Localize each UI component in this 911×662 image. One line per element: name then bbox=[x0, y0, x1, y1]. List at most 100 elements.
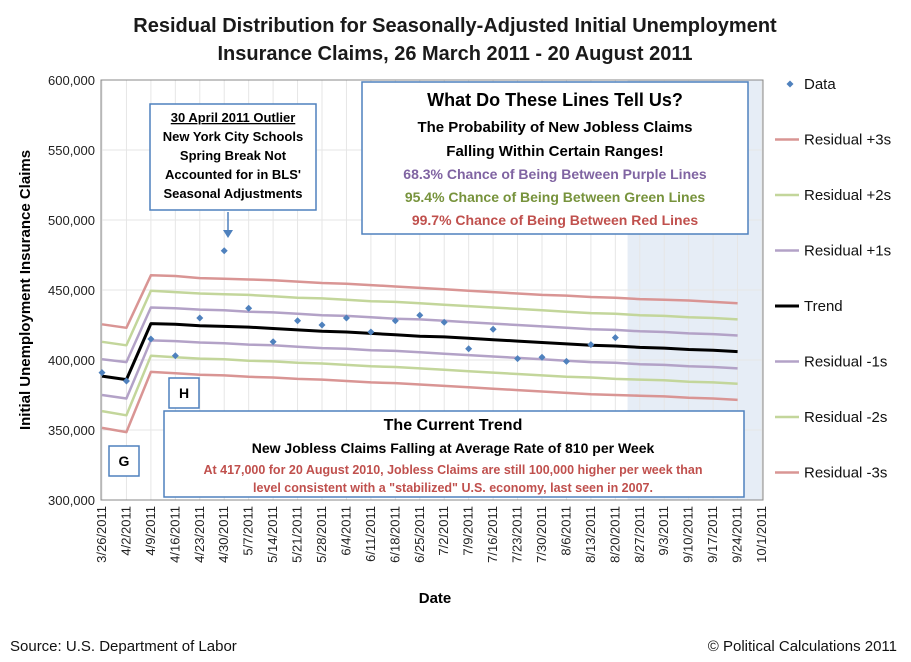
data-point bbox=[171, 352, 179, 360]
x-tick-label: 6/11/2011 bbox=[363, 506, 378, 562]
data-point bbox=[416, 311, 424, 319]
x-tick-label: 4/16/2011 bbox=[167, 506, 182, 563]
x-tick-label: 8/20/2011 bbox=[607, 506, 622, 563]
x-tick-label: 9/10/2011 bbox=[681, 506, 696, 563]
legend-label: Residual -2s bbox=[804, 409, 887, 426]
outlier-annotation: 30 April 2011 Outlier New York City Scho… bbox=[149, 103, 317, 238]
series-line-residual-2s bbox=[101, 354, 738, 417]
legend-data-marker bbox=[786, 80, 794, 88]
marker-h-box bbox=[168, 377, 200, 409]
data-points bbox=[98, 247, 619, 385]
source-note: Source: U.S. Department of Labor bbox=[10, 638, 237, 655]
trend-box-frame bbox=[163, 410, 745, 498]
x-tick-label: 3/26/2011 bbox=[94, 506, 109, 563]
x-tick-label: 4/9/2011 bbox=[143, 506, 158, 556]
marker-g-label: G bbox=[119, 453, 130, 469]
trend-box-note1: At 417,000 for 20 August 2010, Jobless C… bbox=[203, 463, 702, 477]
x-tick-label: 8/13/2011 bbox=[583, 506, 598, 563]
lines-box-red: 99.7% Chance of Being Between Red Lines bbox=[412, 212, 699, 228]
data-point bbox=[245, 304, 253, 312]
data-point bbox=[196, 314, 204, 322]
data-point bbox=[269, 338, 277, 346]
x-tick-label: 5/14/2011 bbox=[265, 506, 280, 563]
y-tick-label: 350,000 bbox=[48, 423, 95, 438]
marker-h-label: H bbox=[179, 385, 189, 401]
data-point bbox=[587, 341, 595, 349]
x-axis-ticks: 3/26/2011 4/2/2011 4/9/2011 4/16/2011 4/23/2… bbox=[94, 506, 769, 563]
trend-box-sub: New Jobless Claims Falling at Average Ra… bbox=[252, 440, 655, 456]
series-line-residual-1s bbox=[101, 306, 738, 364]
x-tick-label: 9/17/2011 bbox=[705, 506, 720, 563]
x-tick-label: 7/2/2011 bbox=[436, 506, 451, 556]
trend-box: The Current Trend New Jobless Claims Fal… bbox=[163, 410, 745, 498]
x-tick-label: 6/25/2011 bbox=[412, 506, 427, 563]
lines-box-title: What Do These Lines Tell Us? bbox=[427, 90, 683, 110]
x-tick-label: 4/23/2011 bbox=[192, 506, 207, 563]
x-tick-label: 9/24/2011 bbox=[730, 506, 745, 563]
outlier-line2: New York City Schools bbox=[163, 129, 303, 144]
series-line-residual-3s bbox=[101, 370, 738, 434]
series-lines bbox=[101, 274, 738, 434]
data-point bbox=[514, 355, 522, 363]
data-point bbox=[220, 247, 228, 255]
x-tick-label: 7/23/2011 bbox=[510, 506, 525, 563]
y-tick-label: 550,000 bbox=[48, 143, 95, 158]
legend-label: Residual +1s bbox=[804, 243, 891, 260]
y-axis-title: Initial Unemployment Insurance Claims bbox=[17, 150, 34, 430]
x-tick-label: 8/6/2011 bbox=[558, 506, 573, 556]
x-tick-label: 5/7/2011 bbox=[241, 506, 256, 556]
outlier-line4: Accounted for in BLS' bbox=[165, 167, 301, 182]
y-tick-label: 300,000 bbox=[48, 493, 95, 508]
x-axis-title: Date bbox=[419, 590, 452, 607]
legend-label: Data bbox=[804, 76, 836, 93]
legend-label: Residual -3s bbox=[804, 465, 887, 482]
series-line-residual-2s bbox=[101, 289, 738, 347]
x-tick-label: 4/2/2011 bbox=[118, 506, 133, 556]
plot-border bbox=[100, 79, 764, 501]
chart-title-line2: Insurance Claims, 26 March 2011 - 20 Aug… bbox=[217, 43, 692, 65]
y-tick-label: 500,000 bbox=[48, 213, 95, 228]
x-tick-label: 10/1/2011 bbox=[754, 506, 769, 563]
trend-box-title: The Current Trend bbox=[384, 417, 523, 434]
lines-box-frame bbox=[361, 81, 749, 235]
data-point bbox=[489, 325, 497, 333]
data-point bbox=[318, 321, 326, 329]
data-point bbox=[342, 314, 350, 322]
data-point bbox=[367, 328, 375, 336]
outlier-line5: Seasonal Adjustments bbox=[164, 186, 303, 201]
lines-explanation-box: What Do These Lines Tell Us? The Probabi… bbox=[361, 81, 749, 235]
data-point bbox=[562, 357, 570, 365]
trend-box-note2: level consistent with a "stabilized" U.S… bbox=[253, 481, 653, 495]
lines-box-green: 95.4% Chance of Being Between Green Line… bbox=[405, 189, 706, 205]
data-point bbox=[294, 317, 302, 325]
x-tick-label: 9/3/2011 bbox=[656, 506, 671, 556]
legend-label: Residual +2s bbox=[804, 187, 891, 204]
legend-label: Trend bbox=[804, 298, 843, 315]
marker-h: H bbox=[168, 377, 200, 409]
data-point bbox=[122, 377, 130, 385]
x-tick-label: 6/4/2011 bbox=[338, 506, 353, 556]
x-tick-label: 5/21/2011 bbox=[290, 506, 305, 563]
data-point bbox=[98, 369, 106, 377]
series-line-residual-1s bbox=[101, 339, 738, 400]
data-point bbox=[465, 345, 473, 353]
marker-g: G bbox=[108, 445, 140, 477]
x-tick-label: 5/28/2011 bbox=[314, 506, 329, 563]
x-tick-label: 8/27/2011 bbox=[632, 506, 647, 563]
data-point bbox=[538, 353, 546, 361]
marker-g-box bbox=[108, 445, 140, 477]
data-point bbox=[440, 318, 448, 326]
legend: Data Residual +3s Residual +2s Residual +1s… bbox=[775, 76, 891, 482]
x-tick-label: 7/9/2011 bbox=[461, 506, 476, 556]
copyright-note: © Political Calculations 2011 bbox=[708, 638, 897, 655]
legend-label: Residual -1s bbox=[804, 354, 887, 371]
x-tick-label: 4/30/2011 bbox=[216, 506, 231, 563]
x-tick-label: 7/16/2011 bbox=[485, 506, 500, 563]
data-point bbox=[147, 335, 155, 343]
lines-box-sub2: Falling Within Certain Ranges! bbox=[446, 143, 663, 160]
legend-label: Residual +3s bbox=[804, 132, 891, 149]
lines-box-sub1: The Probability of New Jobless Claims bbox=[417, 119, 692, 136]
y-axis-ticks: 300,000 350,000 400,000 450,000 500,000 550,0… bbox=[48, 73, 95, 508]
x-tick-label: 7/30/2011 bbox=[534, 506, 549, 563]
